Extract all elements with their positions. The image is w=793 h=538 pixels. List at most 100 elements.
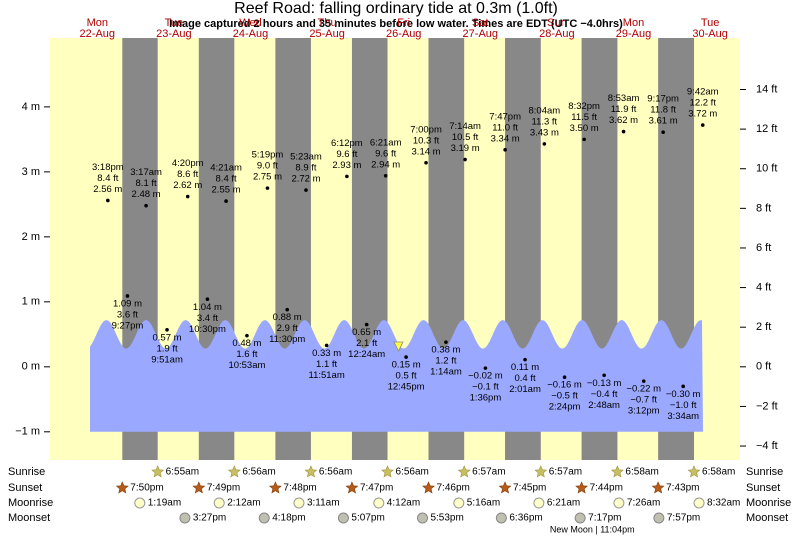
high-tide-meters: 3.72 m	[688, 109, 717, 120]
y-tick-label: −1 m	[15, 426, 40, 438]
low-tide-meters: 1.09 m	[113, 299, 142, 310]
high-tide-point	[621, 129, 626, 134]
low-tide-point	[444, 340, 448, 344]
low-tide-feet: 2.9 ft	[277, 323, 298, 334]
low-tide-meters: 0.88 m	[273, 312, 302, 323]
high-tide-meters: 3.61 m	[649, 116, 678, 127]
day-label: Mon	[87, 17, 108, 29]
chart-subtitle: Image captured 2 hours and 35 minutes be…	[169, 18, 623, 30]
y2-tick-label: −4 ft	[756, 440, 778, 452]
moon-phase: New Moon | 11:04pm	[550, 524, 635, 534]
sunrise-icon	[381, 465, 394, 478]
high-tide-feet: 9.6 ft	[375, 148, 396, 159]
high-tide-time: 8:32pm	[568, 101, 600, 112]
low-tide-feet: −1.0 ft	[670, 400, 697, 411]
high-tide-point	[106, 198, 110, 203]
low-tide-meters: −0.02 m	[468, 371, 503, 382]
high-tide-time: 7:47pm	[489, 111, 521, 122]
moonset-time: 5:07pm	[351, 513, 384, 524]
high-tide-time: 3:18pm	[92, 162, 124, 173]
high-tide-feet: 11.0 ft	[492, 122, 518, 133]
high-tide-feet: 11.9 ft	[611, 104, 637, 115]
day-label: Tue	[701, 17, 720, 29]
y-tick-label: 0 m	[22, 361, 40, 373]
y2-tick-label: 10 ft	[756, 163, 777, 175]
low-tide-meters: −0.16 m	[547, 380, 582, 391]
day-label: Sat	[472, 17, 489, 29]
low-tide-feet: 3.4 ft	[197, 313, 218, 324]
low-tide-meters: 0.33 m	[312, 348, 341, 359]
day-label: Sun	[547, 17, 567, 29]
sunrise-time: 6:55am	[166, 467, 199, 478]
low-tide-feet: −0.1 ft	[472, 382, 499, 393]
moonrise-time: 5:16am	[467, 498, 500, 509]
high-tide-time: 8:53am	[608, 93, 640, 104]
moonset-time: 3:27pm	[193, 513, 226, 524]
moonrise-time: 8:32am	[707, 498, 740, 509]
high-tide-time: 7:00pm	[410, 124, 442, 135]
high-tide-point	[345, 174, 349, 179]
low-tide-point	[324, 343, 329, 348]
high-tide-time: 6:12pm	[331, 138, 363, 149]
water-area	[90, 320, 703, 432]
chart-title: Reef Road: falling ordinary tide at 0.3m…	[234, 0, 558, 17]
low-tide-feet: −0.5 ft	[551, 391, 578, 402]
moonrise-icon	[453, 497, 465, 509]
moonrise-time: 3:11am	[307, 498, 340, 509]
high-tide-feet: 8.6 ft	[177, 169, 198, 180]
low-tide-point	[245, 333, 249, 338]
high-tide-feet: 8.1 ft	[136, 178, 157, 189]
low-tide-meters: −0.30 m	[666, 389, 701, 400]
y2-tick-label: 8 ft	[756, 202, 771, 214]
high-tide-feet: 9.6 ft	[336, 149, 357, 160]
current-tide-marker	[393, 341, 404, 352]
row-label-left: Sunrise	[8, 466, 45, 478]
day-label: Mon	[623, 17, 644, 29]
sunset-icon	[268, 481, 282, 494]
low-tide-feet: 0.5 ft	[396, 371, 417, 382]
sunset-time: 7:44pm	[590, 483, 623, 494]
low-tide-point	[602, 373, 606, 378]
sunset-time: 7:43pm	[666, 483, 699, 494]
low-tide-meters: 0.38 m	[431, 345, 460, 356]
date-label: 30-Aug	[692, 28, 727, 40]
high-tide-point	[582, 137, 586, 142]
y2-tick-label: 6 ft	[756, 242, 771, 254]
moonrise-icon	[293, 497, 305, 509]
moonrise-icon	[373, 497, 385, 509]
high-tide-time: 8:04am	[529, 105, 561, 116]
low-tide-feet: 2.1 ft	[356, 338, 377, 349]
y2-tick-label: −2 ft	[756, 400, 778, 412]
low-tide-time: 11:30pm	[269, 334, 305, 345]
low-tide-meters: 0.65 m	[352, 327, 381, 338]
low-tide-feet: 1.9 ft	[156, 343, 177, 354]
high-tide-meters: 2.56 m	[93, 184, 122, 195]
high-tide-meters: 2.72 m	[291, 174, 320, 185]
moonset-icon	[574, 512, 586, 524]
day-label: Tue	[165, 17, 184, 29]
low-tide-time: 10:30pm	[189, 324, 226, 335]
low-tide-point	[364, 322, 369, 327]
date-label: 24-Aug	[233, 28, 268, 40]
moonset-icon	[179, 512, 191, 524]
day-label: Fri	[397, 17, 410, 29]
date-label: 23-Aug	[156, 28, 191, 40]
day-label: Wed	[239, 17, 261, 29]
sunrise-icon	[610, 465, 624, 478]
low-tide-time: 2:48am	[588, 400, 620, 411]
low-tide-feet: 1.6 ft	[236, 349, 257, 360]
high-tide-time: 5:19pm	[252, 150, 284, 161]
sunset-time: 7:49pm	[207, 483, 240, 494]
low-tide-meters: 1.04 m	[193, 302, 222, 313]
row-label-left: Moonrise	[8, 497, 53, 509]
date-label: 22-Aug	[80, 28, 115, 40]
sunset-icon	[651, 481, 665, 494]
high-tide-meters: 3.34 m	[491, 133, 520, 144]
moonset-icon	[495, 512, 507, 524]
high-tide-meters: 3.19 m	[451, 143, 480, 154]
sunrise-time: 6:57am	[472, 467, 505, 478]
low-tide-time: 12:45pm	[388, 382, 425, 393]
sunset-time: 7:45pm	[513, 483, 546, 494]
high-tide-point	[661, 130, 665, 135]
low-tide-time: 3:34am	[667, 411, 699, 422]
